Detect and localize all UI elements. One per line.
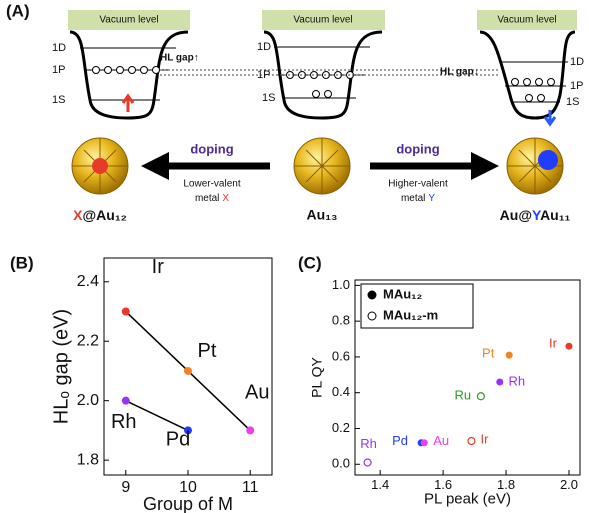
data-point bbox=[184, 367, 192, 375]
data-point bbox=[421, 439, 428, 446]
data-point bbox=[565, 343, 572, 350]
point-label: Pt bbox=[482, 346, 495, 361]
panel-label: (A) bbox=[6, 1, 30, 20]
y-axis-label: PL QY bbox=[309, 356, 325, 397]
vacuum-label: Vacuum level bbox=[99, 15, 158, 26]
point-label: Ir bbox=[152, 256, 165, 278]
level-label: 1D bbox=[570, 56, 584, 68]
cluster-label: Au₁₃ bbox=[307, 207, 338, 223]
doping-label: doping bbox=[396, 141, 439, 156]
point-label: Pd bbox=[392, 433, 408, 448]
x-tick-label: 1.6 bbox=[434, 477, 452, 492]
level-label: 1S bbox=[566, 96, 579, 108]
level-label: 1P bbox=[257, 69, 270, 81]
level-label: 1P bbox=[52, 64, 65, 76]
point-label: Rh bbox=[508, 373, 525, 388]
cluster-label: Au@YAu₁₁ bbox=[500, 207, 571, 223]
level-label: 1D bbox=[52, 42, 66, 54]
x-tick-label: 11 bbox=[242, 479, 259, 496]
x-axis-label: Group of M bbox=[143, 494, 233, 513]
point-label: Ir bbox=[549, 336, 558, 351]
note-metal: X bbox=[222, 193, 229, 204]
y-tick-label: 1.8 bbox=[77, 451, 99, 468]
electrons bbox=[93, 67, 555, 102]
y-tick-label: 2.4 bbox=[77, 273, 99, 290]
y-tick-label: 0.4 bbox=[332, 384, 350, 399]
legend-marker bbox=[368, 291, 376, 299]
y-tick-label: 0.0 bbox=[332, 456, 350, 471]
panel-label: (B) bbox=[10, 253, 34, 272]
point-label: Ir bbox=[480, 431, 489, 446]
red-arrow bbox=[123, 96, 133, 112]
level-label: 1P bbox=[570, 80, 583, 92]
y-tick-label: 0.6 bbox=[332, 348, 350, 363]
data-point bbox=[122, 397, 130, 405]
figure: (A) Vacuum level Vacuum level Vacuum lev… bbox=[0, 0, 589, 513]
x-tick-label: 2.0 bbox=[560, 477, 578, 492]
hl-gap-label: HL gap↓ bbox=[440, 67, 479, 78]
data-point bbox=[122, 308, 130, 316]
cluster-label: X@Au₁₂ bbox=[73, 207, 127, 223]
doping-note: Lower-valent bbox=[183, 179, 240, 190]
cluster-text: Au@ bbox=[500, 207, 532, 223]
data-point bbox=[496, 378, 503, 385]
data-point bbox=[477, 393, 484, 400]
cluster-text: @Au₁₂ bbox=[83, 207, 127, 223]
legend-label: MAu₁₂-m bbox=[383, 307, 438, 322]
y-tick-label: 0.8 bbox=[332, 313, 350, 328]
x-tick-label: 1.4 bbox=[371, 477, 389, 492]
y-axis-label: HLₒ gap (eV) bbox=[50, 309, 72, 424]
point-label: Pt bbox=[198, 340, 217, 362]
point-label: Au bbox=[245, 382, 269, 404]
level-label: 1S bbox=[262, 92, 275, 104]
y-tick-label: 2.0 bbox=[77, 392, 99, 409]
point-label: Au bbox=[433, 433, 449, 448]
note-metal: Y bbox=[428, 193, 435, 204]
point-label: Ru bbox=[455, 388, 472, 403]
point-label: Rh bbox=[360, 436, 377, 451]
point-label: Rh bbox=[111, 411, 137, 433]
legend-label: MAu₁₂ bbox=[383, 286, 423, 301]
legend-marker bbox=[368, 312, 376, 320]
doping-label: doping bbox=[190, 141, 233, 156]
data-point bbox=[364, 459, 371, 466]
x-axis-label: PL peak (eV) bbox=[424, 491, 511, 508]
y-tick-label: 0.2 bbox=[332, 420, 350, 435]
data-point bbox=[506, 352, 513, 359]
data-point bbox=[468, 438, 475, 445]
hl-gap-label: HL gap↑ bbox=[160, 53, 199, 64]
data-point bbox=[246, 426, 254, 434]
note-text: metal bbox=[195, 193, 219, 204]
level-label: 1S bbox=[52, 94, 65, 106]
x-tick-label: 1.8 bbox=[497, 477, 515, 492]
x-tick-label: 9 bbox=[121, 479, 130, 496]
note-text: metal bbox=[401, 193, 425, 204]
panel-label: (C) bbox=[298, 253, 322, 272]
vacuum-label: Vacuum level bbox=[497, 15, 556, 26]
y-tick-label: 1.0 bbox=[332, 277, 350, 292]
clusters bbox=[72, 138, 563, 194]
cluster-text: Au₁₁ bbox=[540, 207, 570, 223]
level-label: 1D bbox=[257, 41, 271, 53]
point-label: Pd bbox=[166, 429, 190, 451]
y-tick-label: 2.2 bbox=[77, 332, 99, 349]
vacuum-label: Vacuum level bbox=[293, 15, 352, 26]
doping-note: Higher-valent bbox=[388, 179, 448, 190]
